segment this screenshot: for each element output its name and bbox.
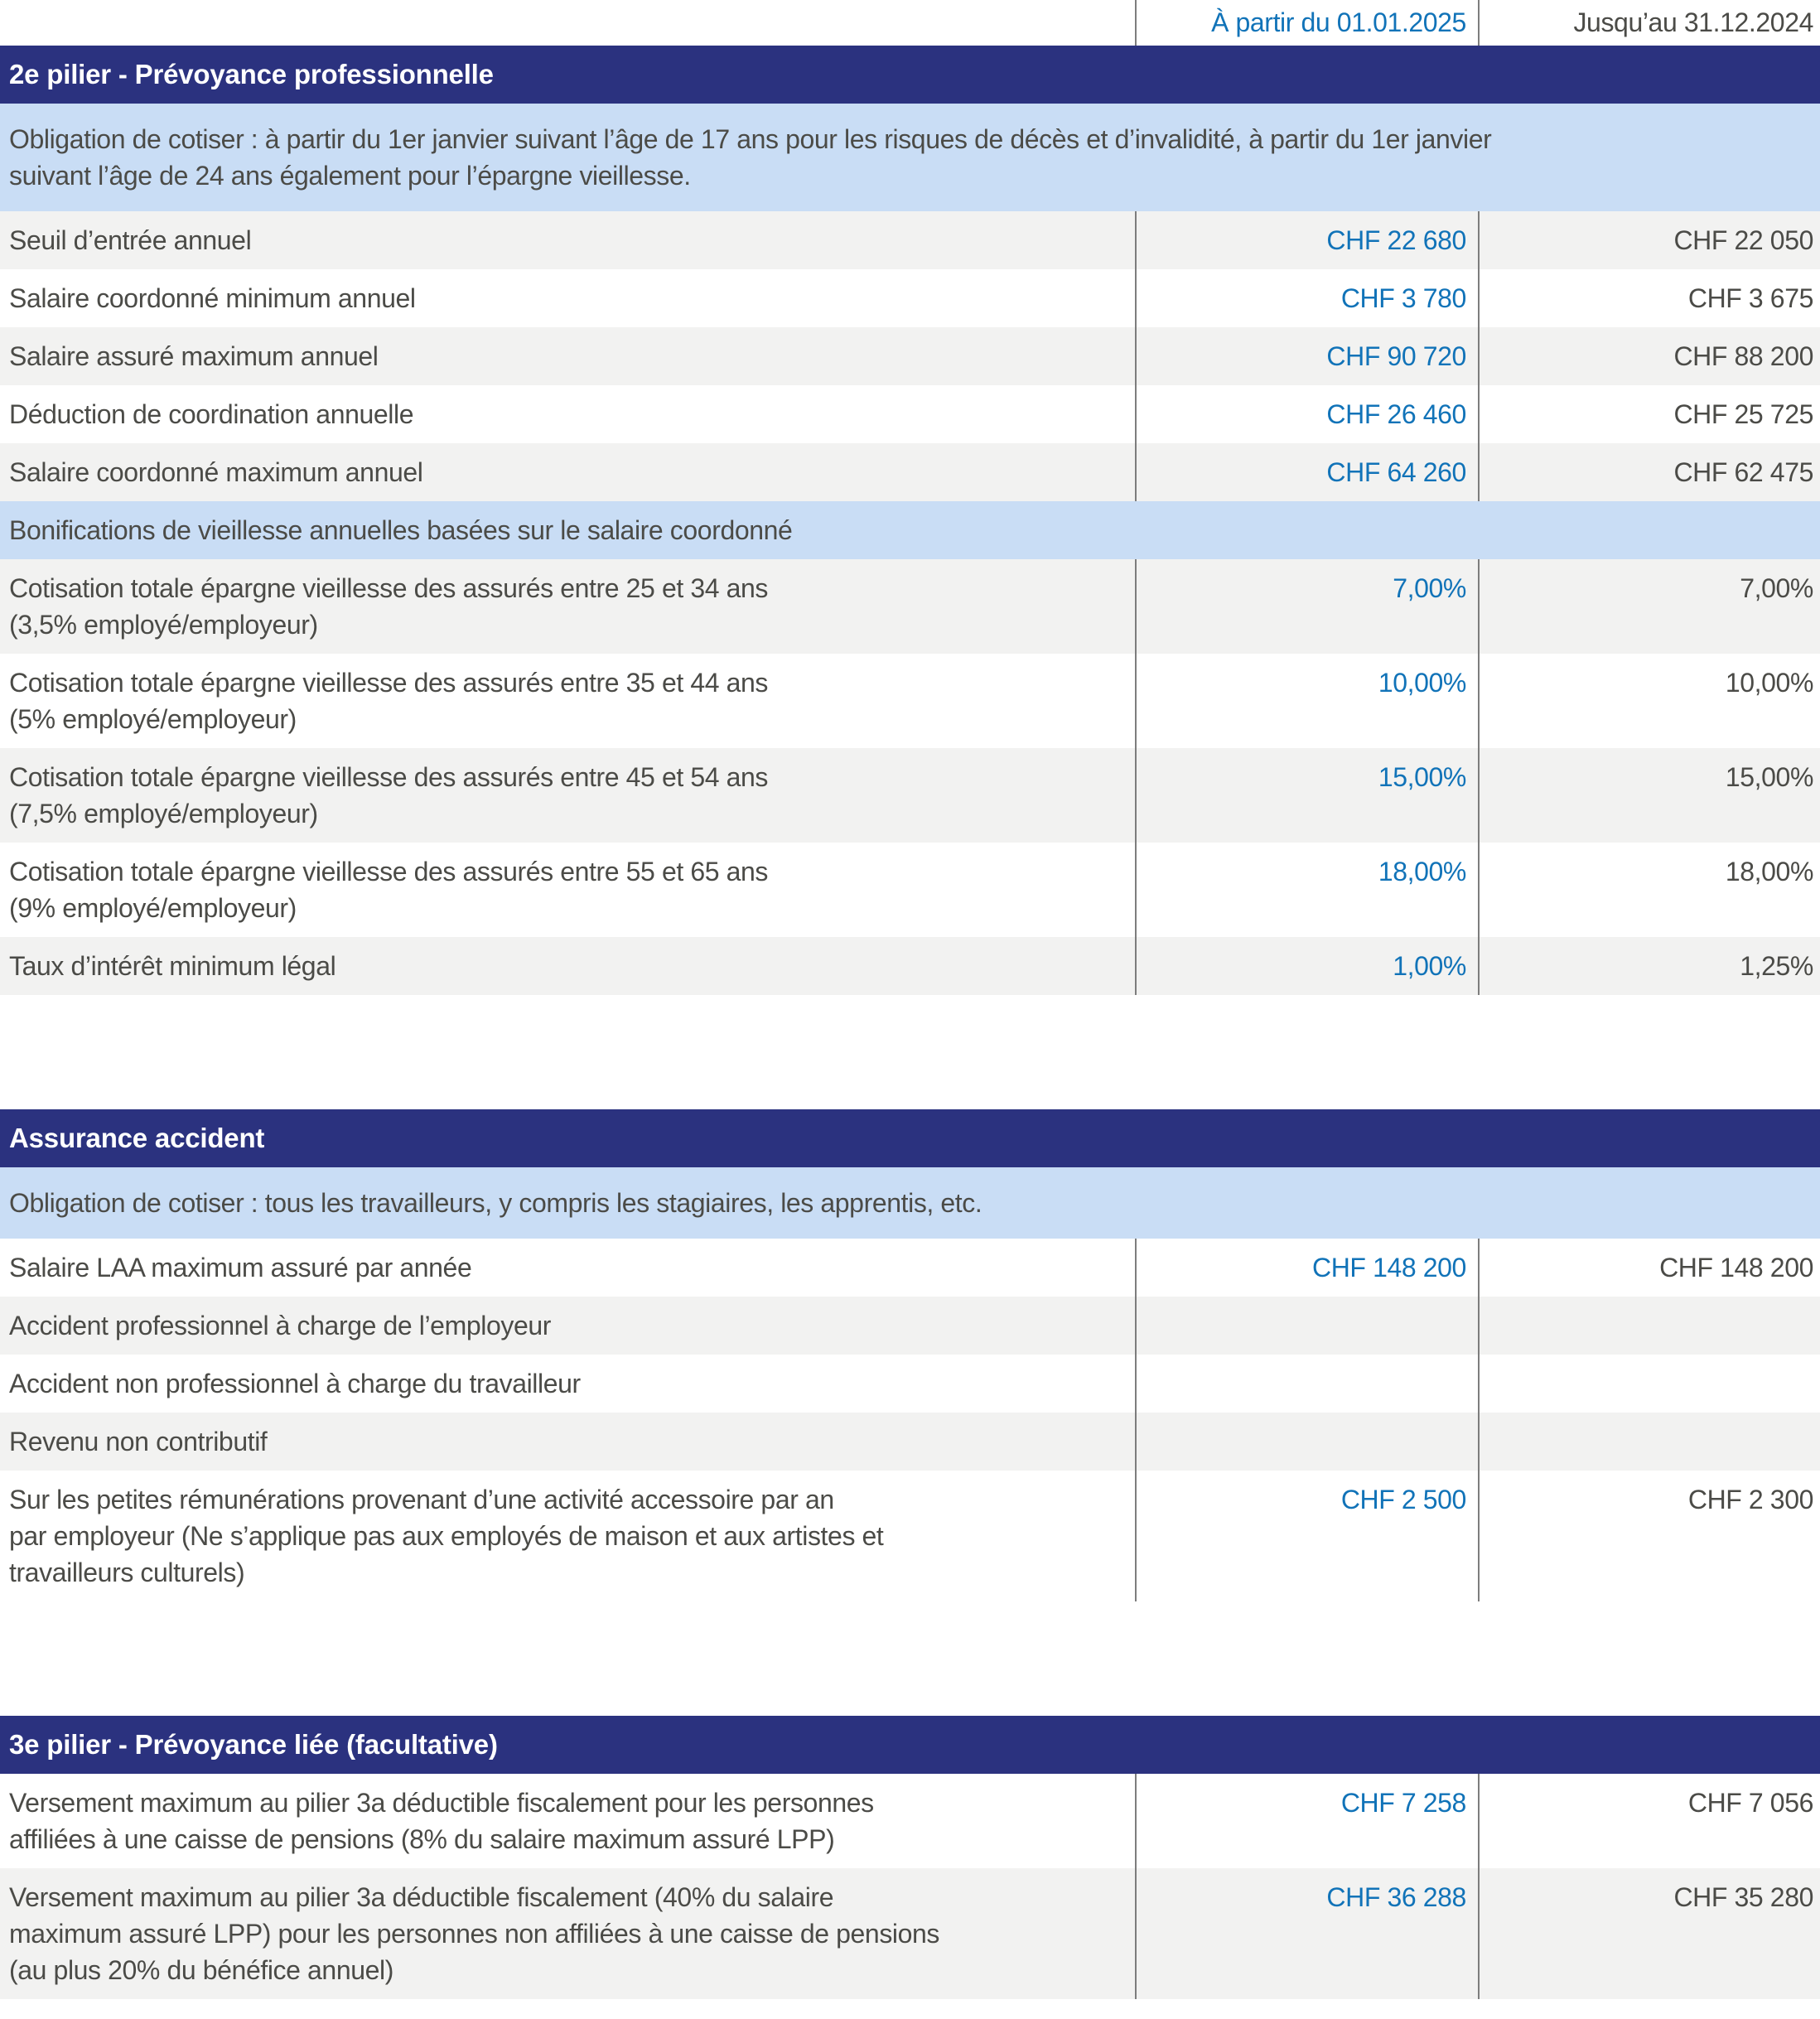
subheader-bonifications: Bonifications de vieillesse annuelles ba… xyxy=(0,501,1820,559)
row-label: Versement maximum au pilier 3a déductibl… xyxy=(9,1788,874,1854)
section-title-3e-pilier: 3e pilier - Prévoyance liée (facultative… xyxy=(0,1716,1820,1774)
row-label: Taux d’intérêt minimum légal xyxy=(9,951,336,981)
value-2025: CHF 148 200 xyxy=(1135,1239,1478,1297)
row-label: Déduction de coordination annuelle xyxy=(9,399,414,429)
table-row: Versement maximum au pilier 3a déductibl… xyxy=(0,1868,1820,1999)
row-label: Cotisation totale épargne vieillesse des… xyxy=(9,573,768,640)
section-note-assurance-accident: Obligation de cotiser : tous les travail… xyxy=(0,1167,1820,1239)
value-2024: CHF 35 280 xyxy=(1477,1868,1820,1999)
value-2025 xyxy=(1135,1413,1478,1471)
column-header-2024: Jusqu’au 31.12.2024 xyxy=(1477,0,1820,46)
table-row: Cotisation totale épargne vieillesse des… xyxy=(0,843,1820,937)
value-2024: CHF 25 725 xyxy=(1477,385,1820,443)
table-row: Revenu non contributif xyxy=(0,1413,1820,1471)
row-label: Salaire LAA maximum assuré par année xyxy=(9,1253,472,1282)
table-row: Salaire LAA maximum assuré par année CHF… xyxy=(0,1239,1820,1297)
value-2024: CHF 148 200 xyxy=(1477,1239,1820,1297)
value-2024: CHF 88 200 xyxy=(1477,327,1820,385)
value-2025: CHF 36 288 xyxy=(1135,1868,1478,1999)
section-note-2e-pilier: Obligation de cotiser : à partir du 1er … xyxy=(0,104,1820,211)
table-row: Versement maximum au pilier 3a déductibl… xyxy=(0,1774,1820,1868)
row-label: Cotisation totale épargne vieillesse des… xyxy=(9,762,768,828)
row-label: Accident non professionnel à charge du t… xyxy=(9,1369,581,1398)
value-2025: CHF 7 258 xyxy=(1135,1774,1478,1868)
value-2025: 7,00% xyxy=(1135,559,1478,654)
table-row: Salaire assuré maximum annuel CHF 90 720… xyxy=(0,327,1820,385)
value-2025 xyxy=(1135,1297,1478,1355)
table-row: Taux d’intérêt minimum légal 1,00% 1,25% xyxy=(0,937,1820,995)
value-2025: 15,00% xyxy=(1135,748,1478,843)
row-label: Cotisation totale épargne vieillesse des… xyxy=(9,857,768,923)
table-row: Accident non professionnel à charge du t… xyxy=(0,1355,1820,1413)
value-2024 xyxy=(1477,1355,1820,1413)
row-label: Salaire assuré maximum annuel xyxy=(9,341,379,371)
value-2024: CHF 2 300 xyxy=(1477,1471,1820,1601)
table-row: Cotisation totale épargne vieillesse des… xyxy=(0,654,1820,748)
section-gap xyxy=(0,995,1820,1109)
value-2025: CHF 22 680 xyxy=(1135,211,1478,269)
value-2025: 10,00% xyxy=(1135,654,1478,748)
value-2025: 1,00% xyxy=(1135,937,1478,995)
value-2024: 15,00% xyxy=(1477,748,1820,843)
value-2024: CHF 3 675 xyxy=(1477,269,1820,327)
value-2024: 7,00% xyxy=(1477,559,1820,654)
value-2024: 1,25% xyxy=(1477,937,1820,995)
value-2024: CHF 7 056 xyxy=(1477,1774,1820,1868)
row-label: Sur les petites rémunérations provenant … xyxy=(9,1485,884,1587)
row-label: Cotisation totale épargne vieillesse des… xyxy=(9,668,768,734)
table-row: Déduction de coordination annuelle CHF 2… xyxy=(0,385,1820,443)
column-header-row: À partir du 01.01.2025 Jusqu’au 31.12.20… xyxy=(0,0,1820,46)
column-header-2025: À partir du 01.01.2025 xyxy=(1135,0,1478,46)
table-row: Seuil d’entrée annuel CHF 22 680 CHF 22 … xyxy=(0,211,1820,269)
row-label: Salaire coordonné maximum annuel xyxy=(9,457,423,487)
value-2025 xyxy=(1135,1355,1478,1413)
row-label: Revenu non contributif xyxy=(9,1427,268,1456)
value-2024: 18,00% xyxy=(1477,843,1820,937)
row-label: Salaire coordonné minimum annuel xyxy=(9,283,416,313)
value-2025: 18,00% xyxy=(1135,843,1478,937)
value-2024 xyxy=(1477,1413,1820,1471)
value-2024: CHF 22 050 xyxy=(1477,211,1820,269)
value-2024: CHF 62 475 xyxy=(1477,443,1820,501)
table-row: Sur les petites rémunérations provenant … xyxy=(0,1471,1820,1601)
column-header-spacer xyxy=(0,0,1135,46)
table-row: Accident professionnel à charge de l’emp… xyxy=(0,1297,1820,1355)
value-2025: CHF 26 460 xyxy=(1135,385,1478,443)
value-2024: 10,00% xyxy=(1477,654,1820,748)
row-label: Accident professionnel à charge de l’emp… xyxy=(9,1311,551,1340)
table-row: Salaire coordonné minimum annuel CHF 3 7… xyxy=(0,269,1820,327)
value-2025: CHF 90 720 xyxy=(1135,327,1478,385)
table-row: Cotisation totale épargne vieillesse des… xyxy=(0,748,1820,843)
section-title-assurance-accident: Assurance accident xyxy=(0,1109,1820,1167)
value-2025: CHF 64 260 xyxy=(1135,443,1478,501)
row-label: Versement maximum au pilier 3a déductibl… xyxy=(9,1882,940,1985)
table-row: Cotisation totale épargne vieillesse des… xyxy=(0,559,1820,654)
table-row: Salaire coordonné maximum annuel CHF 64 … xyxy=(0,443,1820,501)
value-2024 xyxy=(1477,1297,1820,1355)
value-2025: CHF 3 780 xyxy=(1135,269,1478,327)
row-label: Seuil d’entrée annuel xyxy=(9,225,252,255)
section-gap xyxy=(0,1601,1820,1716)
section-title-2e-pilier: 2e pilier - Prévoyance professionnelle xyxy=(0,46,1820,104)
value-2025: CHF 2 500 xyxy=(1135,1471,1478,1601)
